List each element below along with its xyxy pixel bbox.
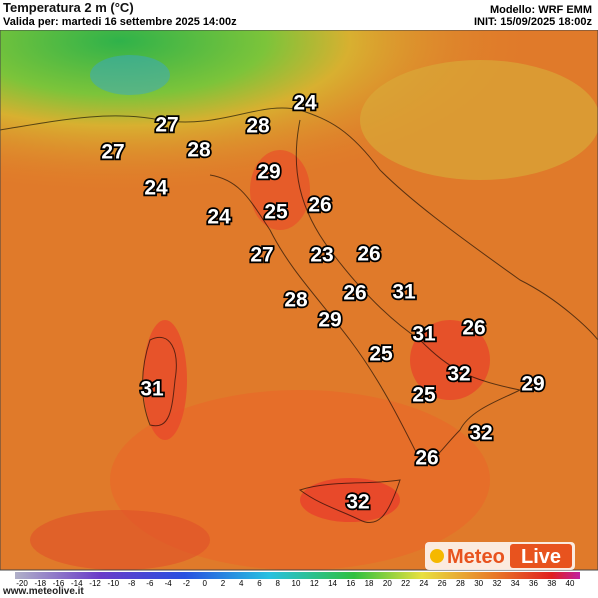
colorbar-tick-label: 24 [419, 579, 428, 588]
colorbar-tick-label: 4 [239, 579, 244, 588]
colorbar-tick-label: 14 [328, 579, 337, 588]
temperature-label: 29 [257, 161, 280, 184]
colorbar-tick-label: 6 [257, 579, 262, 588]
colorbar-tick-label: -18 [34, 579, 46, 588]
colorbar-ticks: -20 -18 -16 -14 -12 -10 -8 -6 -4 -2 0 2 4 6 8 10 12 14 16 1… [16, 579, 575, 588]
colorbar-tick-label: -8 [128, 579, 136, 588]
colorbar-tick-label: -20 [16, 579, 28, 588]
temperature-label: 28 [246, 115, 270, 138]
temperature-labels: 24 27 28 27 28 29 24 26 25 24 27 23 26 26 31 28 29 31 26 25… [100, 90, 547, 516]
temperature-label: 28 [284, 289, 308, 312]
colorbar-tick-label: -2 [183, 579, 191, 588]
temperature-label: 32 [469, 422, 492, 445]
temperature-label: 26 [308, 194, 331, 217]
colorbar-tick-label: -14 [71, 579, 83, 588]
temperature-label: 24 [293, 92, 317, 115]
colorbar-tick-label: 30 [474, 579, 483, 588]
colorbar-tick-label: 22 [401, 579, 410, 588]
temperature-label: 32 [346, 491, 369, 514]
colorbar-tick-label: 34 [511, 579, 520, 588]
logo-left: Meteo [447, 546, 505, 568]
map [0, 29, 598, 571]
colorbar-tick-label: 0 [202, 579, 207, 588]
colorbar-tick-label: 18 [365, 579, 374, 588]
colorbar-tick-label: 20 [383, 579, 392, 588]
temperature-label: 23 [310, 244, 333, 267]
colorbar [15, 572, 580, 579]
colorbar-tick-label: 38 [547, 579, 556, 588]
temperature-label: 26 [462, 317, 485, 340]
colorbar-tick-label: -4 [165, 579, 173, 588]
colorbar-tick-label: -16 [53, 579, 65, 588]
colorbar-tick-label: -12 [89, 579, 101, 588]
colorbar-tick-label: -10 [108, 579, 120, 588]
temperature-label: 31 [412, 323, 436, 346]
colorbar-tick-label: 28 [456, 579, 465, 588]
temperature-label: 31 [140, 378, 164, 401]
colorbar-tick-label: 2 [221, 579, 226, 588]
logo: Meteo Live [425, 542, 575, 570]
temperature-label: 26 [343, 282, 366, 305]
colorbar-tick-label: 10 [292, 579, 301, 588]
colorbar-tick-label: 26 [438, 579, 447, 588]
temperature-label: 32 [447, 363, 470, 386]
temperature-label: 24 [207, 206, 231, 229]
temperature-label: 28 [187, 139, 211, 162]
subtitle: Valida per: martedi 16 settembre 2025 14… [3, 16, 237, 28]
temperature-label: 25 [369, 343, 393, 366]
colorbar-tick-label: 36 [529, 579, 538, 588]
temperature-label: 29 [521, 373, 544, 396]
temperature-label: 27 [101, 141, 124, 164]
init: INIT: 15/09/2025 18:00z [474, 16, 593, 28]
logo-right: Live [521, 546, 561, 568]
temperature-label: 24 [144, 177, 168, 200]
colorbar-tick-label: 16 [346, 579, 355, 588]
title: Temperatura 2 m (°C) [3, 0, 134, 15]
temperature-label: 27 [250, 244, 273, 267]
temperature-label: 27 [155, 114, 178, 137]
colorbar-tick-label: -6 [146, 579, 154, 588]
temperature-label: 25 [412, 384, 436, 407]
colorbar-tick-label: 32 [492, 579, 501, 588]
temperature-label: 26 [357, 243, 380, 266]
colorbar-tick-label: 12 [310, 579, 319, 588]
colorbar-tick-label: 8 [276, 579, 281, 588]
model: Modello: WRF EMM [490, 4, 592, 16]
temperature-label: 26 [415, 447, 438, 470]
temperature-label: 25 [264, 201, 288, 224]
footer-url: www.meteolive.it [2, 586, 84, 597]
temperature-label: 29 [318, 309, 341, 332]
temperature-label: 31 [392, 281, 416, 304]
colorbar-tick-label: 40 [566, 579, 575, 588]
